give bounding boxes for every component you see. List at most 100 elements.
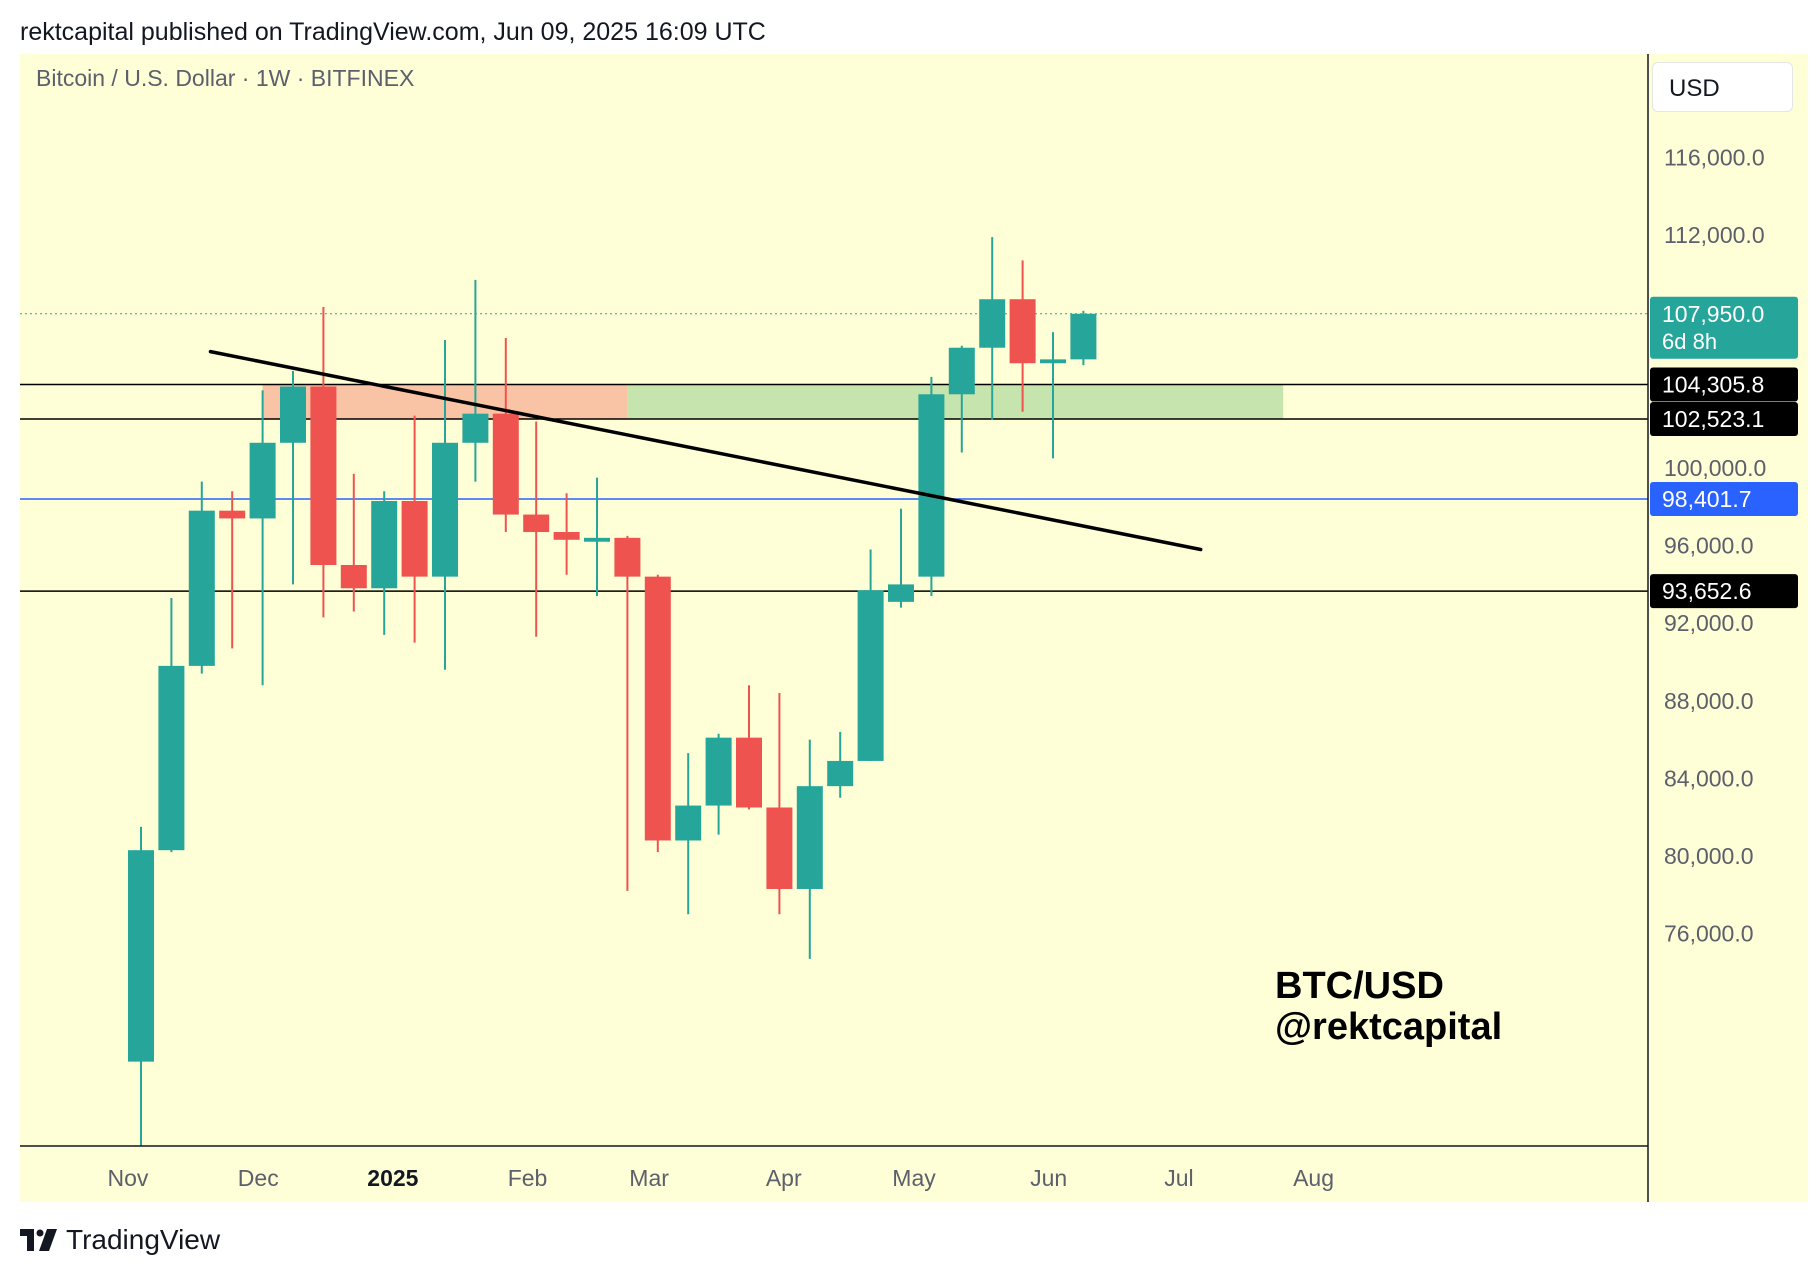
candle [979,237,1006,420]
x-tick-label: Apr [766,1165,802,1191]
tradingview-logo-icon [20,1229,57,1251]
candle-body [158,665,185,851]
candle [1009,260,1036,412]
candle-body [979,299,1006,348]
candle-body [584,537,610,542]
footer-brand-label: TradingView [66,1224,221,1255]
candle-body [249,442,276,519]
x-tick-label: Dec [238,1165,279,1191]
candle-body [280,386,306,443]
y-tick-label: 88,000.0 [1664,688,1754,714]
level-price-tag-bg [1650,367,1798,402]
candle-body [736,737,762,808]
candle-body [796,786,823,889]
y-tick-label: 80,000.0 [1664,843,1754,869]
candle [128,826,154,1146]
candle [340,473,367,612]
candle-body [705,737,732,806]
x-tick-label: Jul [1164,1165,1193,1191]
level-price-tag-bg [1650,402,1798,437]
candle [158,597,185,853]
candle [796,739,823,959]
y-tick-label: 116,000.0 [1664,145,1765,171]
level-price-tag-text: 98,401.7 [1662,486,1752,512]
candle-body [888,584,914,602]
candle-body [766,807,793,889]
candle-body [948,347,975,395]
candle-body [310,386,337,565]
candle-body [523,514,550,533]
level-price-tag-bg [1650,482,1798,517]
candle-body [128,850,154,1062]
candle [249,390,276,686]
level-price-tag: 93,652.6 [1650,574,1798,609]
y-tick-label: 112,000.0 [1664,222,1765,248]
candle [675,753,702,915]
currency-button[interactable]: USD [1652,62,1793,112]
last-price-countdown: 6d 8h [1662,329,1717,354]
candle-body [432,442,458,577]
zones-layer [262,384,1284,420]
candle [401,415,428,643]
candle [310,306,337,618]
candle [644,574,671,853]
footer-brand: TradingView [20,1224,220,1256]
candle [888,508,914,608]
candle-body [857,590,884,761]
time-axis: OctNovDec2025FebMarAprMayJunJulAug [20,1145,1648,1191]
candle [705,733,732,835]
level-price-tag: 102,523.1 [1650,402,1798,437]
candle [584,477,610,597]
x-tick-label: Aug [1293,1165,1334,1191]
level-price-tag-bg [1650,574,1798,609]
y-tick-label: 96,000.0 [1664,533,1754,559]
candle [918,376,945,597]
candle-body [1070,313,1097,360]
candle [736,685,762,810]
candle-body [1009,299,1036,364]
candle [188,481,215,674]
candle [614,535,641,891]
candle [371,491,398,635]
last-price-tag: 107,950.06d 8h [1650,296,1798,359]
candle [462,279,489,482]
candle-body [644,576,671,841]
candle [219,491,246,649]
watermark-handle: @rektcapital [1275,1006,1502,1048]
last-price-tag-bg [1650,296,1798,359]
candle-body [1040,359,1066,364]
y-tick-label: 76,000.0 [1664,921,1754,947]
chart-background [20,54,1808,1202]
trendline [208,349,1203,552]
chart-area[interactable]: 116,000.0 112,000.0 100,000.0 96,000.0 92,00… [20,54,1808,1202]
level-price-tag-text: 102,523.1 [1662,406,1764,432]
level-price-tag: 104,305.8 [1650,367,1798,402]
candle [280,371,306,585]
last-price-value: 107,950.0 [1662,301,1764,327]
candle [827,731,854,798]
horizontal-lines-layer [20,383,1648,592]
y-tick-label: 92,000.0 [1664,610,1754,636]
candle [492,338,519,533]
y-tick-label: 100,000.0 [1664,455,1766,481]
candle-body [827,760,854,787]
candle [948,345,975,453]
chart-title: Bitcoin / U.S. Dollar · 1W · BITFINEX [36,65,414,91]
level-price-tag-text: 93,652.6 [1662,578,1752,604]
x-tick-label: May [892,1165,936,1191]
candle [1070,310,1097,366]
candle-body [918,394,945,577]
candle [766,693,793,915]
candle-body [492,413,519,515]
candle-body [401,500,428,577]
candle-body [553,532,580,540]
publisher-header: rektcapital published on TradingView.com… [20,18,766,46]
x-tick-label: Mar [629,1165,669,1191]
chart-canvas[interactable]: 116,000.0 112,000.0 100,000.0 96,000.0 92,00… [20,54,1808,1202]
candles-layer [128,237,1097,1146]
x-tick-label: Jun [1030,1165,1067,1191]
candle-body [462,413,489,443]
candle-body [340,565,367,589]
candle-body [219,510,246,519]
candle [553,493,580,575]
